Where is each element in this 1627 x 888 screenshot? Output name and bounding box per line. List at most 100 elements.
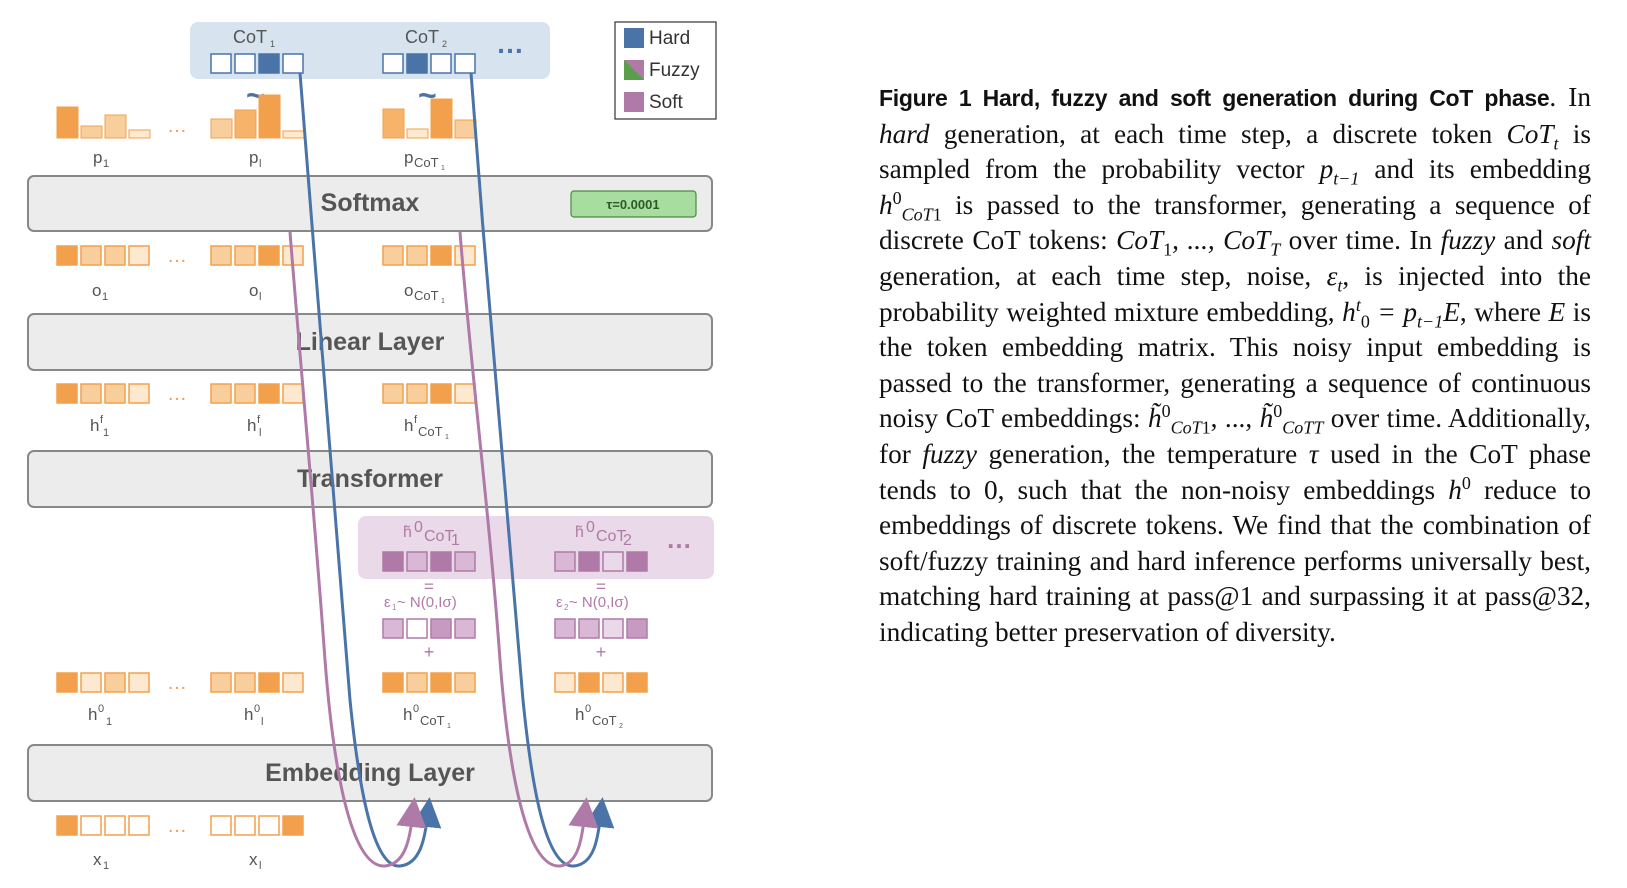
legend-fuzzy-swatch <box>624 60 644 80</box>
caption-s7: and <box>1495 225 1552 256</box>
caption-htilde1-cot: CoT <box>1170 417 1202 438</box>
caption-eps: ε <box>1326 260 1338 291</box>
h0cot2-vector <box>554 672 648 693</box>
caption-fuzzy2: fuzzy <box>922 438 977 469</box>
h0cot1-sub: CoT <box>420 713 445 728</box>
soft-loop-cot2 <box>458 231 599 868</box>
hf-ellipsis: … <box>167 383 187 405</box>
architecture-diagram: CoT 1 CoT 2 … Hard Fuzzy Soft ~ ~ … <box>27 21 717 872</box>
caption-htilde1-0: 0 <box>1161 401 1171 422</box>
caption-h-mix: h <box>1342 296 1356 327</box>
linear-layer <box>27 313 713 371</box>
legend-soft-label: Soft <box>649 92 684 113</box>
noisy-h1-subsub: 1 <box>451 532 460 549</box>
legend-hard-swatch <box>624 28 644 48</box>
o1-sub: 1 <box>102 291 108 303</box>
hf1-vector <box>56 383 150 404</box>
caption-s13: generation, the temperature <box>976 438 1309 469</box>
caption-s8: generation, at each time step, noise, <box>879 260 1327 291</box>
softmax-layer <box>27 175 713 232</box>
noisy-h1-label: h̃ <box>403 524 412 541</box>
transformer-label: Transformer <box>297 465 443 493</box>
prob-histogram-pcot <box>382 98 477 139</box>
hfl-sub: l <box>259 427 261 439</box>
ocot-subsub: 1 <box>441 298 445 305</box>
caption-h-0: 0 <box>1360 311 1370 332</box>
caption-s14: used in the CoT phase tends to 0, such t… <box>879 438 1591 505</box>
hfcot-vector <box>382 383 476 404</box>
p1-sub: 1 <box>103 158 109 170</box>
caption-htilde2-cot: CoT <box>1282 417 1314 438</box>
o-ellipsis: … <box>167 245 187 267</box>
transformer-layer <box>27 450 713 508</box>
caption-E: E <box>1443 296 1460 327</box>
ocot-sub: CoT <box>414 288 439 303</box>
caption-cot1sub: CoT <box>901 204 933 225</box>
h0l-label: h <box>244 705 253 724</box>
noisy-ellipsis: … <box>666 524 692 554</box>
h0cot1-sup: 0 <box>413 703 419 715</box>
caption-heading: Figure 1 Hard, fuzzy and soft generation… <box>879 85 1550 111</box>
figure-caption: Figure 1 Hard, fuzzy and soft generation… <box>879 80 1591 651</box>
caption-seq-1: 1 <box>1163 239 1173 260</box>
noisy-h1-sub: CoT <box>424 528 454 545</box>
caption-htilde2-T: T <box>1313 417 1324 438</box>
embedding-label: Embedding Layer <box>265 759 475 787</box>
caption-dots: , ..., <box>1210 403 1260 434</box>
p1-label: p <box>93 148 102 167</box>
h01-label: h <box>88 705 97 724</box>
pcot-subsub: 1 <box>441 165 445 172</box>
o1-vector <box>56 245 150 266</box>
plus-1: + <box>424 642 435 662</box>
caption-h0-0: 0 <box>1461 472 1471 493</box>
h0-ellipsis: … <box>167 672 187 694</box>
cot1-token-vector <box>210 53 304 74</box>
caption-hard: hard <box>879 118 930 149</box>
caption-tm1: t−1 <box>1333 168 1360 189</box>
cot1-label: CoT <box>233 27 267 47</box>
caption-h0: h <box>1448 474 1462 505</box>
legend-hard-label: Hard <box>649 28 690 49</box>
eps2-dist: ~ N(0,Iσ) <box>569 594 629 611</box>
prob-ellipsis-1: … <box>167 115 187 137</box>
caption-eps-t: t <box>1337 275 1343 296</box>
hf1-sub: 1 <box>103 427 109 439</box>
o1-label: o <box>92 281 101 300</box>
xl-vector <box>210 815 304 836</box>
caption-seq: CoT <box>1116 225 1164 256</box>
caption-T: T <box>1270 239 1281 260</box>
h0cot2-subsub: 2 <box>619 723 623 730</box>
caption-p: p <box>1319 154 1334 185</box>
eps2-sub: 2 <box>564 603 569 612</box>
hfcot-sub: CoT <box>418 424 443 439</box>
equals-2: = <box>596 577 606 596</box>
noisy-h2-label: h̃ <box>575 524 584 541</box>
caption-one: 1 <box>932 204 942 225</box>
caption-s1: In <box>1556 82 1591 112</box>
cot2-label: CoT <box>405 27 439 47</box>
caption-s9: , is injected into the probability weigh… <box>879 260 1591 327</box>
ol-sub: l <box>259 291 261 303</box>
cot-ellipsis: … <box>496 28 524 59</box>
tau-badge <box>570 190 697 218</box>
eps1-sub: 1 <box>392 603 397 612</box>
h0cot1-label: h <box>403 705 412 724</box>
softmax-label: Softmax <box>321 189 420 217</box>
ocot-label: o <box>404 281 413 300</box>
caption-htilde1: h̃ <box>1147 403 1162 434</box>
hfl-vector <box>210 383 304 404</box>
noisy-h2-subsub: 2 <box>623 532 632 549</box>
hard-loop-cot1 <box>298 72 442 868</box>
tau-value: τ=0.0001 <box>606 197 659 212</box>
xl-label: x <box>249 850 258 869</box>
ol-label: o <box>249 281 258 300</box>
cot1-sub: 1 <box>270 39 275 49</box>
noisy-h1-sup: 0 <box>414 519 423 536</box>
legend-fuzzy-label: Fuzzy <box>649 60 700 81</box>
noisy-h2-sub: CoT <box>596 528 626 545</box>
caption-eq-tm1: t−1 <box>1417 311 1444 332</box>
caption-s2: generation, at each time step, a discret… <box>929 118 1507 149</box>
legend-soft-swatch <box>624 92 644 112</box>
eps1-dist: ~ N(0,Iσ) <box>397 594 457 611</box>
embedding-layer <box>27 744 713 802</box>
